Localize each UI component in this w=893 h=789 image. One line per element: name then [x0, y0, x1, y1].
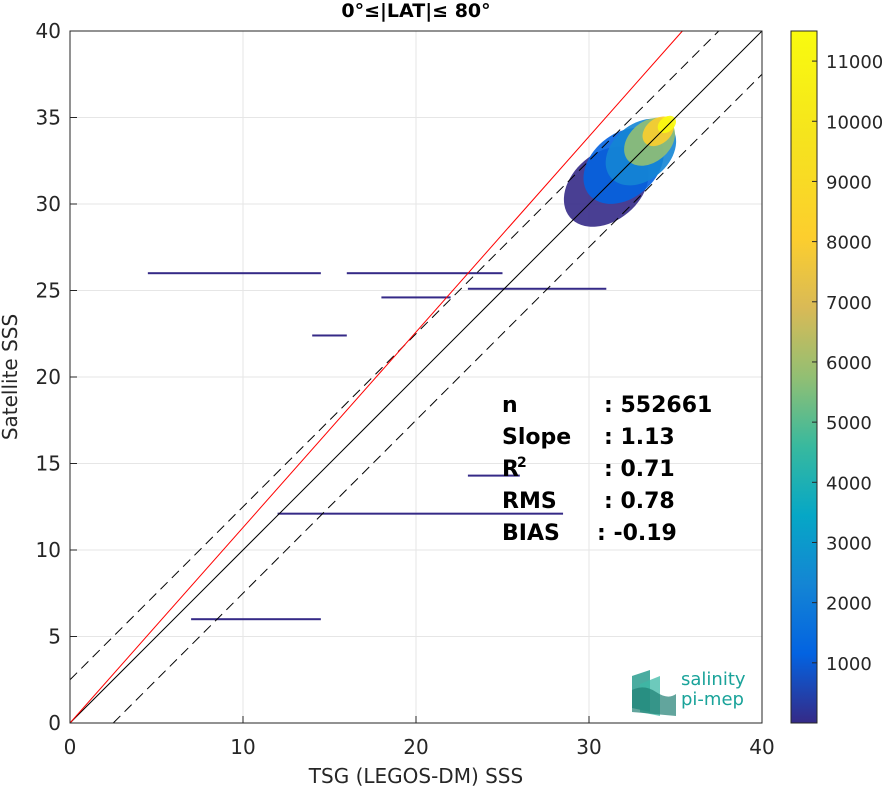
stat-label-superscript: 2	[517, 455, 527, 471]
density-streak	[467, 287, 607, 290]
density-streak	[346, 272, 503, 275]
logo-line2: pi-mep	[681, 689, 744, 710]
colorbar-tick-label: 2000	[826, 594, 872, 615]
identity-minus-line	[112, 73, 763, 724]
density-streak	[312, 334, 347, 337]
colorbar-tick-label: 11000	[826, 52, 883, 73]
y-axis-label: Satellite SSS	[0, 314, 22, 440]
stat-label: Slope	[502, 425, 571, 450]
y-tick-label: 5	[48, 625, 61, 649]
colorbar-ticks: 1000 2000 3000 4000 5000 6000 7000 8000 9000 1000…	[812, 52, 883, 675]
stat-value: : -0.19	[597, 521, 677, 546]
axis-ticks: 0 10 20 30 40 0 5 10 15 20 25 30 35 40	[36, 19, 775, 759]
fit-line	[69, 30, 683, 724]
x-tick-label: 0	[64, 735, 77, 759]
density-streak	[147, 272, 321, 275]
stat-value: : 552661	[604, 393, 712, 418]
colorbar-tick-label: 10000	[826, 112, 883, 133]
chart-title: 0°≤|LAT|≤ 80°	[341, 0, 490, 22]
salinity-pi-mep-logo: salinity pi-mep	[632, 669, 746, 716]
y-tick-label: 15	[36, 452, 61, 476]
identity-line	[69, 30, 763, 724]
colorbar-tick-label: 4000	[826, 473, 872, 494]
stat-label: n	[502, 393, 518, 418]
x-tick-label: 40	[749, 735, 774, 759]
y-tick-label: 35	[36, 106, 61, 130]
colorbar: 1000 2000 3000 4000 5000 6000 7000 8000 9000 1000…	[790, 30, 883, 724]
stat-label: R	[502, 457, 519, 482]
y-tick-label: 30	[36, 192, 61, 216]
x-tick-label: 20	[403, 735, 428, 759]
x-tick-label: 30	[576, 735, 601, 759]
stat-value: : 0.71	[604, 457, 675, 482]
y-tick-label: 40	[36, 19, 61, 43]
y-tick-label: 25	[36, 279, 61, 303]
colorbar-tick-label: 8000	[826, 233, 872, 254]
logo-line1: salinity	[681, 669, 746, 690]
y-tick-label: 0	[48, 711, 61, 735]
colorbar-tick-label: 3000	[826, 533, 872, 554]
density-cell	[657, 115, 676, 134]
y-tick-label: 10	[36, 538, 61, 562]
logo-waves-icon	[632, 670, 676, 716]
colorbar-gradient	[790, 30, 818, 724]
stat-label: RMS	[502, 489, 557, 514]
identity-plus-line	[69, 30, 720, 681]
density-streak	[381, 296, 451, 299]
stat-label: BIAS	[502, 521, 560, 546]
density-streak	[467, 474, 520, 477]
stat-value: : 1.13	[604, 425, 675, 450]
x-axis-label: TSG (LEGOS-DM) SSS	[308, 764, 523, 788]
colorbar-tick-label: 1000	[826, 654, 872, 675]
y-tick-label: 20	[36, 365, 61, 389]
stats-box: n : 552661 Slope : 1.13 R2 : 0.71 RMS : 0.78 BIA…	[502, 393, 712, 546]
density-streak	[191, 618, 321, 621]
colorbar-tick-label: 9000	[826, 172, 872, 193]
colorbar-tick-label: 5000	[826, 413, 872, 434]
density-streak	[277, 512, 564, 515]
colorbar-tick-label: 7000	[826, 293, 872, 314]
plot-area: 0 10 20 30 40 0 5 10 15 20 25 30 35 40	[36, 19, 775, 759]
reference-lines	[69, 30, 763, 724]
stat-value: : 0.78	[604, 489, 675, 514]
colorbar-tick-label: 6000	[826, 353, 872, 374]
x-tick-label: 10	[230, 735, 255, 759]
